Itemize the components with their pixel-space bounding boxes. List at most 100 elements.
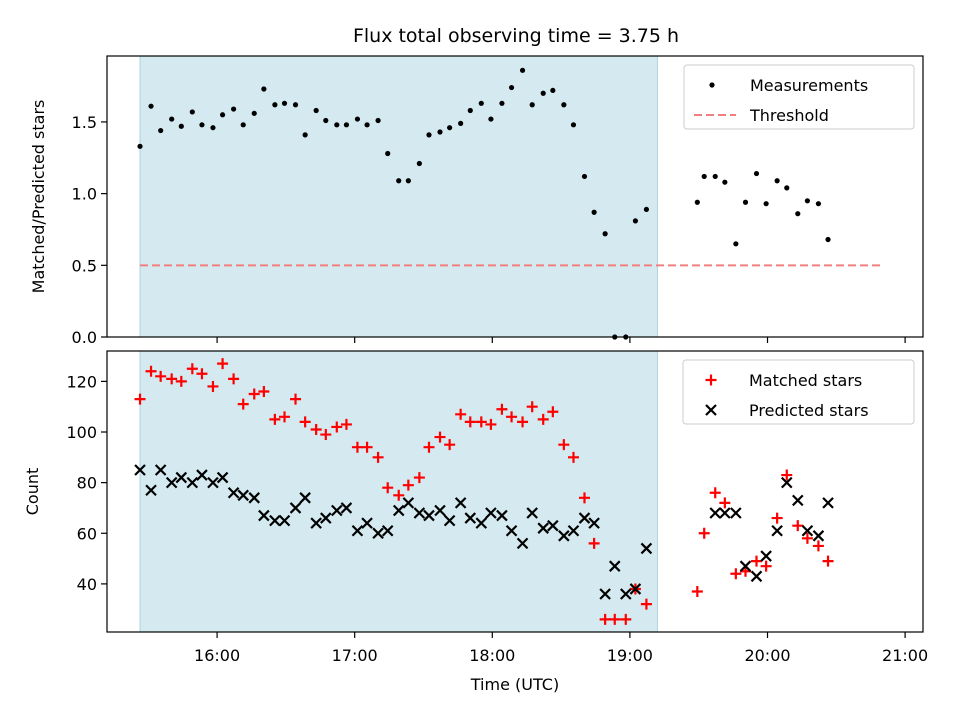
matched-stars-point: [361, 441, 373, 453]
measurements-point: [313, 107, 319, 114]
predicted-stars-point: [392, 504, 405, 517]
predicted-stars-point: [351, 524, 364, 537]
y-tick-label: 60: [77, 524, 97, 543]
matched-stars-point: [310, 423, 322, 435]
matched-stars-point: [402, 479, 414, 491]
predicted-stars-point: [619, 588, 632, 600]
measurements-point: [210, 125, 216, 131]
measurements-point: [281, 100, 288, 106]
matched-stars-point: [578, 492, 590, 504]
matched-stars-point: [393, 489, 405, 501]
measurements-point: [458, 120, 464, 126]
measurements-point: [292, 102, 299, 108]
predicted-stars-point: [496, 509, 508, 522]
predicted-stars-point: [381, 524, 394, 537]
panel-ratio: 0.0 0.5 1.0 1.5 Matched/Predicted stars Mea…: [29, 55, 924, 347]
measurements-point: [334, 122, 340, 128]
predicted-stars-point: [434, 504, 446, 517]
measurements-point: [426, 132, 432, 138]
predicted-stars-point: [822, 497, 834, 509]
matched-stars-point: [599, 613, 611, 625]
measurements-point: [795, 211, 801, 217]
predicted-stars-point: [801, 524, 814, 537]
measurements-point: [396, 178, 402, 184]
predicted-stars-point: [299, 492, 311, 504]
matched-stars-point: [166, 373, 178, 385]
matched-stars-point: [475, 416, 487, 428]
observing-window-shade-top: [139, 55, 658, 338]
matched-stars-point: [351, 441, 363, 453]
legend-top: Measurements Threshold: [683, 64, 915, 130]
y-tick-label: 0.0: [72, 328, 97, 347]
matched-stars-point: [781, 469, 793, 481]
x-tick-label: 19:00: [607, 646, 653, 665]
y-tick-label: 1.5: [72, 113, 97, 132]
predicted-stars-point: [320, 512, 332, 524]
predicted-stars-point: [547, 519, 559, 532]
predicted-stars-point: [216, 471, 229, 484]
measurements-point: [712, 173, 718, 180]
count-points: [134, 358, 834, 625]
legend-handle: [709, 82, 715, 88]
predicted-stars-point: [196, 469, 208, 481]
predicted-stars-point: [331, 504, 343, 517]
matched-stars-point: [444, 439, 456, 451]
measurements-point: [405, 178, 411, 184]
y-tick-label: 100: [66, 423, 97, 442]
measurements-point: [561, 102, 567, 108]
legend-label: Predicted stars: [749, 401, 869, 420]
matched-stars-point: [801, 532, 813, 544]
measurements-point: [437, 129, 443, 135]
y-tick-label: 40: [77, 575, 97, 594]
panel-frame-bottom: [106, 350, 924, 633]
matched-stars-point: [567, 451, 579, 463]
panel-counts: 40 60 80 100 120 16:00 17:00 18:00 19:00 20:00 21…: [23, 350, 928, 694]
matched-stars-point: [290, 393, 302, 405]
legend-box: [682, 359, 915, 425]
matched-stars-point: [175, 375, 187, 387]
measurements-point: [733, 241, 739, 247]
matched-stars-point: [496, 403, 508, 415]
measurements-point: [499, 100, 505, 106]
panel-frame-top: [106, 55, 924, 338]
predicted-stars-point: [443, 514, 456, 527]
y-tick-label: 0.5: [72, 256, 97, 275]
matched-stars-point: [331, 421, 343, 433]
legend-label: Threshold: [749, 106, 829, 125]
measurements-point: [261, 86, 267, 92]
legend-bottom: Matched stars Predicted stars: [682, 359, 915, 425]
measurements-point: [763, 201, 769, 207]
predicted-stars-point: [558, 530, 570, 542]
measurements-point: [774, 178, 780, 184]
matched-stars-point: [640, 598, 652, 610]
predicted-stars-point: [780, 476, 793, 489]
predicted-stars-point: [640, 542, 653, 555]
predicted-stars-point: [145, 484, 157, 497]
matched-stars-point: [155, 370, 167, 382]
matched-stars-point: [709, 487, 721, 499]
x-tick-label: 21:00: [882, 646, 928, 665]
matched-stars-point: [771, 512, 783, 524]
predicted-stars-point: [599, 588, 611, 600]
matched-stars-point: [279, 411, 291, 423]
x-tick-label: 20:00: [744, 646, 790, 665]
matched-stars-point: [547, 406, 559, 418]
matched-stars-point: [558, 439, 570, 451]
matched-stars-point: [760, 560, 772, 572]
measurements-point: [643, 206, 650, 213]
measurements-point: [416, 160, 422, 167]
measurements-point: [199, 122, 205, 128]
x-axis-ticks-top: [216, 337, 906, 343]
matched-stars-point: [620, 613, 632, 625]
predicted-stars-point: [402, 497, 415, 509]
measurements-point: [189, 109, 195, 115]
x-tick-label: 18:00: [469, 646, 515, 665]
predicted-stars-point: [709, 507, 721, 519]
measurements-point: [323, 117, 329, 124]
predicted-stars-point: [340, 502, 353, 514]
matched-stars-point: [750, 555, 762, 567]
matched-stars-point: [588, 537, 600, 549]
legend-label: Measurements: [750, 76, 868, 95]
measurements-point: [375, 117, 381, 124]
